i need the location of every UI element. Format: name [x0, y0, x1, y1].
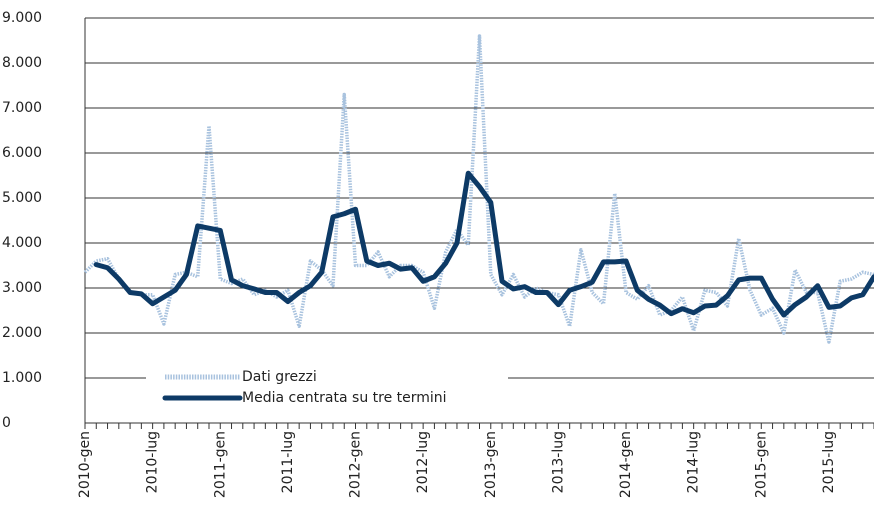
y-tick-label: 9.000: [2, 10, 42, 26]
x-tick-label: 2013-gen: [483, 431, 499, 498]
y-tick-label: 2.000: [2, 325, 42, 341]
x-tick-label: 2015-gen: [753, 431, 769, 498]
y-tick-label: 8.000: [2, 55, 42, 71]
x-tick-label: 2015-lug: [821, 431, 837, 493]
x-tick-label: 2011-lug: [280, 431, 296, 493]
x-tick-label: 2012-lug: [415, 431, 431, 493]
y-tick-label: 6.000: [2, 145, 42, 161]
legend-box: [146, 366, 508, 408]
raw-line: [83, 34, 874, 344]
x-tick-label: 2011-gen: [212, 431, 228, 498]
x-tick-label: 2012-gen: [348, 431, 364, 498]
y-tick-label: 5.000: [2, 190, 42, 206]
legend: Dati grezzi Media centrata su tre termini: [146, 366, 508, 408]
legend-label: Media centrata su tre termini: [242, 390, 447, 406]
y-tick-label: 4.000: [2, 235, 42, 251]
y-tick-label: 3.000: [2, 280, 42, 296]
y-tick-label: 7.000: [2, 100, 42, 116]
x-tick-label: 2013-lug: [550, 431, 566, 493]
legend-label: Dati grezzi: [242, 369, 317, 385]
y-tick-label: 1.000: [2, 370, 42, 386]
x-tick-label: 2014-lug: [686, 431, 702, 493]
x-tick-label: 2010-lug: [145, 431, 161, 493]
x-tick-label: 2014-gen: [618, 431, 634, 498]
x-tick-label: 2010-gen: [77, 431, 93, 498]
average-line: [93, 170, 874, 318]
y-tick-label: 0: [2, 415, 11, 431]
